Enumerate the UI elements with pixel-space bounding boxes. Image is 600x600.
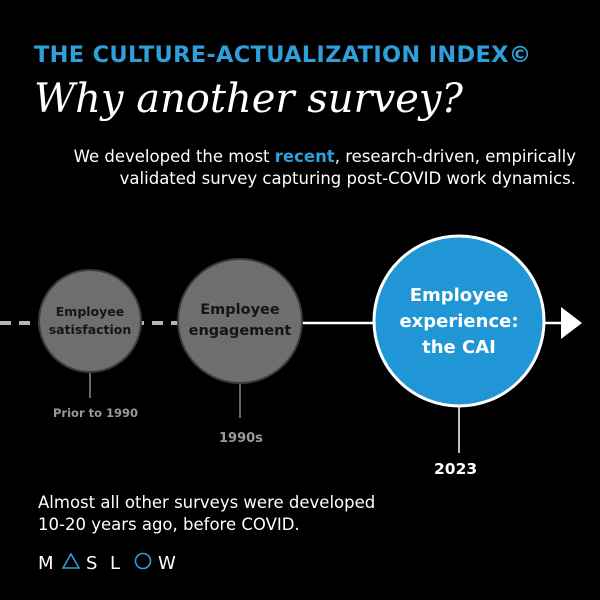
eyebrow-heading: THE CULTURE-ACTUALIZATION INDEX©: [34, 42, 532, 68]
outro-line1: Almost all other surveys were developed: [38, 493, 376, 512]
stage-text-engagement: Employee engagement: [180, 298, 300, 344]
stage-engagement-line2: engagement: [188, 323, 292, 339]
intro-paragraph: We developed the most recent, research-d…: [16, 146, 576, 190]
logo-triangle-icon: [61, 552, 86, 574]
page-title: Why another survey?: [34, 76, 463, 122]
stage-experience-line3: the CAI: [422, 337, 496, 358]
stage-circle-experience: [372, 234, 546, 408]
era-label-engagement: 1990s: [219, 431, 263, 446]
logo-letter-l: L: [110, 553, 121, 574]
intro-highlight: recent: [274, 147, 335, 166]
stage-circle-satisfaction: [38, 269, 142, 373]
stage-text-satisfaction: Employee satisfaction: [40, 300, 140, 342]
logo-letter-s: S: [86, 553, 98, 574]
stage-engagement-line1: Employee: [200, 302, 280, 318]
stage-circle-engagement: [177, 258, 303, 384]
outro-paragraph: Almost all other surveys were developed …: [38, 492, 375, 536]
intro-text-after: , research-driven, empirically validated…: [119, 147, 576, 188]
stage-experience-line1: Employee: [409, 285, 509, 306]
timeline-arrow-head: [561, 307, 582, 339]
stage-satisfaction-line1: Employee: [55, 304, 125, 319]
intro-text-before: We developed the most: [73, 147, 275, 166]
outro-line2: 10-20 years ago, before COVID.: [38, 515, 300, 534]
maslow-logo: M S L W: [38, 552, 182, 575]
logo-circle-icon: [134, 552, 158, 575]
stage-text-experience: Employee experience: the CAI: [384, 283, 534, 361]
era-label-experience: 2023: [434, 460, 478, 478]
era-label-satisfaction: Prior to 1990: [53, 406, 139, 420]
logo-letter-m: M: [38, 553, 54, 574]
logo-letter-w: W: [158, 553, 176, 574]
stage-satisfaction-line2: satisfaction: [48, 322, 132, 337]
stage-experience-line2: experience:: [399, 311, 519, 332]
